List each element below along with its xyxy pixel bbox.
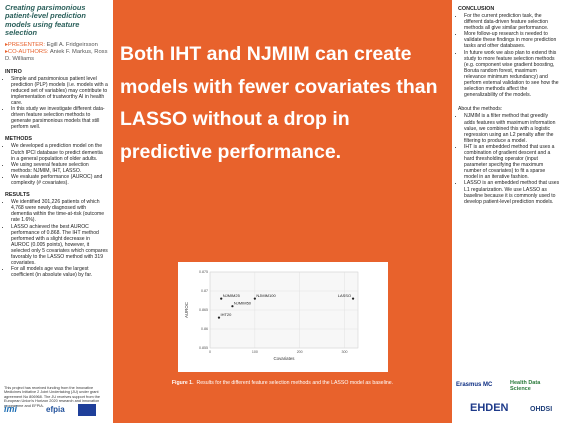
bullet: For all models age was the largest coeff… [11,266,108,278]
point [220,297,223,300]
point-label: NJMIM100 [256,293,276,298]
x-axis-label: Covariates [274,356,296,361]
x-tick-label: 0 [209,350,211,354]
bullet: LASSO is an embedded method that uses L1… [464,180,560,204]
poster-title: Creating parsimonious patient-level pred… [5,3,86,38]
y-axis-label: AUROC [184,302,189,318]
y-tick-label: 0.87 [201,289,208,293]
figure: 0.855 0.86 0.865 0.87 0.875 0 100 200 300 Covaria… [178,262,388,372]
figure-label: Figure 1. [171,380,194,386]
eu-flag [78,404,96,416]
presenter-name: Egill A. Fridgeirsson [46,41,98,48]
sections: INTROSimple and parsimonious patient lev… [5,69,108,279]
x-tick-label: 200 [297,350,303,354]
bullet: For the current prediction task, the dif… [464,13,560,31]
x-tick-label: 100 [252,350,258,354]
logo-erasmus: Erasmus MC [456,382,493,388]
methods-list: NJMIM is a filter method that greedily a… [458,113,560,204]
section-heading: INTRO [5,68,22,75]
caption-text: Results for the different feature select… [196,380,394,386]
x-tick-label: 300 [342,350,348,354]
point [253,297,256,300]
point-label: NJMIM50 [234,301,252,306]
bullet: In this study we investigate different d… [11,106,108,130]
presenter: PRESENTER: Egill A. Fridgeirsson [5,42,108,49]
logo-efpia: efpia [46,405,65,414]
y-tick-label: 0.86 [201,327,208,331]
logo-ehden: EHDEN [470,402,509,414]
funding-note: This project has received funding from t… [4,386,100,408]
left-column: Creating parsimonious patient-level pred… [0,0,113,423]
conclusion-heading: CONCLUSION [458,6,495,12]
bullet: IHT is an embedded method that uses a co… [464,144,560,181]
bullet: More follow-up research is needed to val… [464,31,560,49]
methods-heading: About the methods: [458,106,503,113]
bullet: NJMIM is a filter method that greedily a… [464,113,560,143]
section-heading: METHODS [5,136,32,143]
point [217,316,221,319]
bullet: Simple and parsimonious patient level pr… [11,76,108,106]
bullet-list: We developed a prediction model on the D… [5,143,108,186]
bullet: We identified 301,226 patients of which … [11,199,108,223]
point [351,297,355,300]
logo-ohdsi: OHDSI [530,406,553,413]
coauthors-names: Aniek F. Markus, Ross D. Williams [5,48,108,62]
logo-imi: imi [4,404,18,414]
headline: Both IHT and NJMIM can create models wit… [120,43,438,163]
bullet: LASSO achieved the best AUROC performanc… [11,224,108,267]
section-heading: RESULTS [5,192,30,199]
bullet: We developed a prediction model on the D… [11,143,108,161]
bullet: We evaluate performance (AUROC) and comp… [11,174,108,186]
figure-caption: Figure 1. Results for the different featu… [113,380,452,386]
coauthors: CO-AUTHORS: Aniek F. Markus, Ross D. Wil… [5,49,108,63]
y-tick-label: 0.875 [199,270,208,274]
point-label: LASSO [338,293,351,298]
point-label: NJMIM25 [223,293,241,298]
point-label: IHT20 [220,312,232,317]
y-tick-label: 0.855 [199,346,208,350]
y-tick-label: 0.865 [199,308,208,312]
bullet: In future work we also plan to extend th… [464,50,560,99]
logo-hds: Health Data Science [510,380,541,392]
conclusion-list: For the current prediction task, the dif… [458,13,560,98]
point [231,305,234,308]
right-column: CONCLUSION For the current prediction ta… [452,0,564,423]
bullet-list: We identified 301,226 patients of which … [5,199,108,278]
coauthors-label: CO-AUTHORS: [7,48,49,55]
bullet: We using several feature selection metho… [11,162,108,174]
bullet-list: Simple and parsimonious patient level pr… [5,76,108,131]
presenter-label: PRESENTER: [7,41,45,48]
